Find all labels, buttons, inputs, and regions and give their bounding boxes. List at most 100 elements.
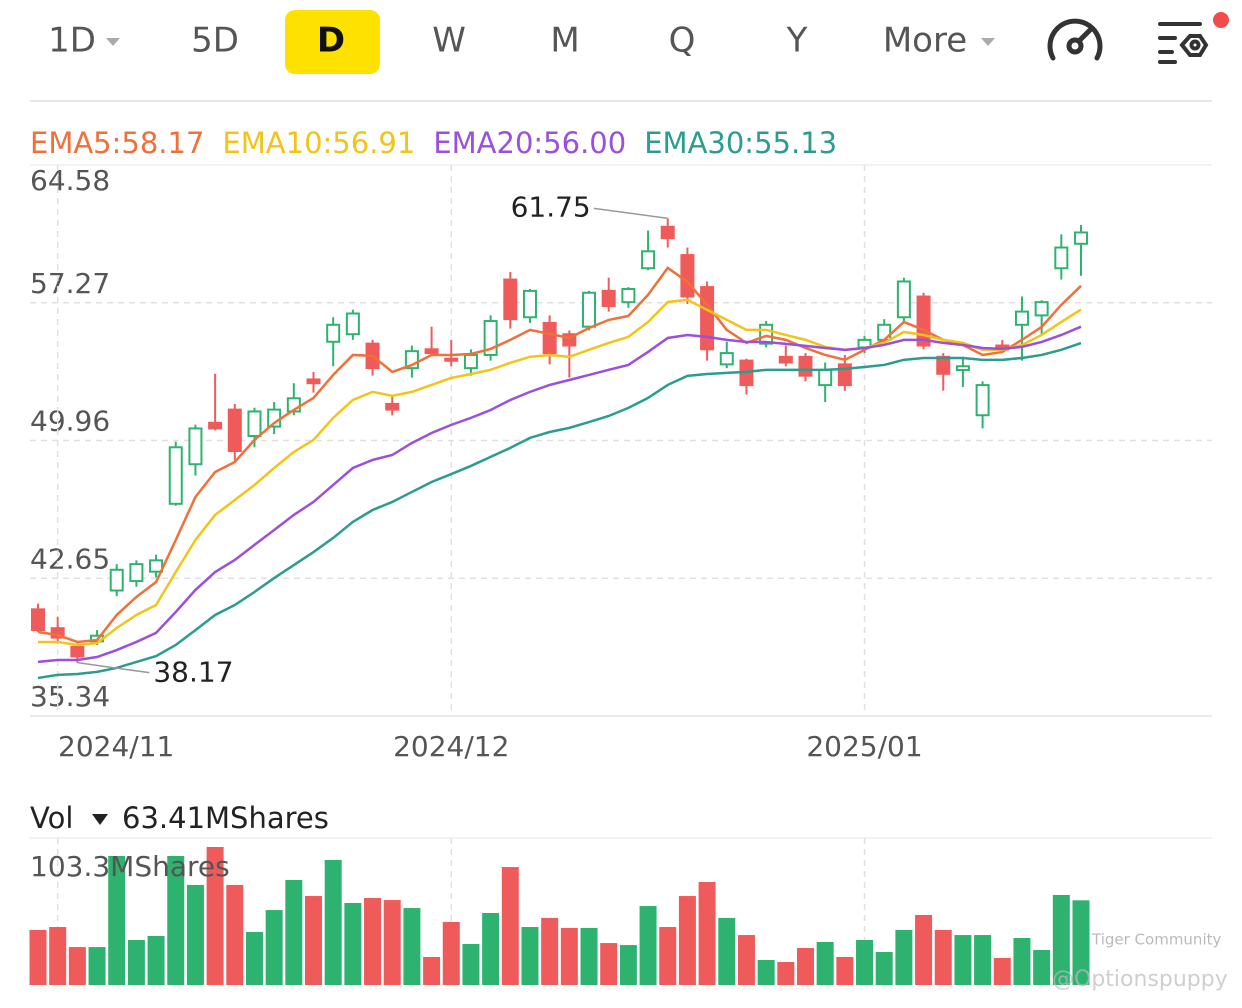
candle-body bbox=[424, 348, 439, 355]
volume-bar bbox=[777, 962, 795, 985]
volume-bar bbox=[206, 847, 224, 985]
volume-bar bbox=[934, 929, 952, 985]
volume-bar bbox=[954, 935, 972, 985]
selected-tab-bg bbox=[285, 10, 380, 74]
volume-bar bbox=[344, 902, 362, 985]
candle-body bbox=[1054, 246, 1069, 270]
volume-bar bbox=[659, 927, 677, 985]
volume-bar bbox=[29, 929, 47, 985]
candle-body bbox=[601, 289, 616, 307]
volume-bar bbox=[49, 927, 67, 985]
volume-bar bbox=[423, 956, 441, 985]
volume-bar bbox=[856, 939, 874, 985]
candle-body bbox=[975, 384, 990, 417]
volume-bar bbox=[364, 898, 382, 985]
volume-bar bbox=[285, 879, 303, 985]
legend-entry: EMA5:58.17 bbox=[30, 126, 204, 160]
dropdown-arrow[interactable] bbox=[106, 38, 120, 46]
candle-body bbox=[247, 410, 262, 437]
dropdown-arrow[interactable] bbox=[981, 38, 995, 46]
volume-bar bbox=[836, 956, 854, 985]
ema-line bbox=[37, 325, 1082, 664]
volume-bar bbox=[403, 908, 421, 985]
tab[interactable]: 1D bbox=[48, 21, 96, 61]
candle-body bbox=[562, 333, 577, 347]
volume-bar bbox=[560, 927, 578, 985]
volume-bar bbox=[580, 927, 598, 985]
volume-bar bbox=[383, 900, 401, 985]
volume-bar bbox=[600, 943, 618, 985]
volume-bar bbox=[1033, 949, 1051, 985]
indicator-icon[interactable] bbox=[1047, 18, 1103, 61]
candle-body bbox=[129, 563, 144, 583]
volume-bar bbox=[796, 947, 814, 985]
volume-tick-label: 103.3MShares bbox=[30, 850, 230, 883]
volume-bar bbox=[324, 859, 342, 985]
volume-value: 63.41MShares bbox=[122, 801, 329, 835]
candle-body bbox=[621, 287, 636, 304]
volume-bar bbox=[915, 914, 933, 985]
tab[interactable]: Y bbox=[786, 21, 808, 61]
volume-bar bbox=[147, 935, 165, 985]
candle-body bbox=[680, 254, 695, 298]
y-tick-label: 42.65 bbox=[30, 542, 110, 575]
notification-dot bbox=[1213, 12, 1229, 28]
y-tick-label: 57.27 bbox=[30, 267, 110, 300]
volume-bar bbox=[305, 896, 323, 985]
volume-bar bbox=[875, 952, 893, 985]
volume-bar bbox=[1052, 894, 1070, 985]
volume-dropdown[interactable] bbox=[92, 814, 108, 825]
candle-body bbox=[641, 250, 656, 270]
tab[interactable]: More bbox=[883, 21, 967, 61]
candle-body bbox=[522, 289, 537, 319]
volume-bar bbox=[186, 884, 204, 985]
volume-bar bbox=[1013, 937, 1031, 985]
candle-body bbox=[818, 369, 833, 387]
volume-bar bbox=[245, 931, 263, 985]
volume-bar bbox=[718, 917, 736, 985]
tab[interactable]: Q bbox=[669, 21, 696, 61]
volume-bar bbox=[619, 945, 637, 985]
min-annotation: 38.17 bbox=[153, 656, 233, 689]
annotation-leader bbox=[77, 661, 150, 674]
volume-bar bbox=[462, 943, 480, 985]
volume-bar bbox=[167, 855, 185, 985]
candle-body bbox=[463, 353, 478, 370]
candle-body bbox=[916, 295, 931, 347]
candle-body bbox=[798, 355, 813, 377]
tab[interactable]: D bbox=[317, 21, 345, 61]
candle-body bbox=[700, 286, 715, 351]
volume-bar bbox=[541, 917, 559, 985]
candle-body bbox=[70, 646, 85, 658]
watermark: Tiger Community bbox=[1091, 931, 1221, 949]
candle-body bbox=[1034, 301, 1049, 317]
candle-body bbox=[306, 378, 321, 385]
candle-body bbox=[208, 421, 223, 430]
candle-body bbox=[227, 408, 242, 453]
candle-body bbox=[719, 352, 734, 366]
volume-bar bbox=[68, 947, 86, 985]
volume-bar bbox=[737, 935, 755, 985]
candle-body bbox=[503, 278, 518, 321]
settings-icon[interactable] bbox=[1158, 22, 1209, 64]
candle-body bbox=[1014, 310, 1029, 326]
tab[interactable]: M bbox=[550, 21, 579, 61]
volume-bar bbox=[678, 896, 696, 985]
candle-body bbox=[936, 355, 951, 375]
y-tick-label: 64.58 bbox=[30, 164, 110, 197]
legend-entry: EMA30:55.13 bbox=[644, 126, 837, 160]
y-tick-label: 49.96 bbox=[30, 405, 110, 438]
candle-body bbox=[955, 365, 970, 372]
candle-body bbox=[542, 321, 557, 355]
candle-body bbox=[1074, 231, 1088, 245]
candle-body bbox=[896, 280, 911, 319]
volume-bar bbox=[698, 882, 716, 985]
tab[interactable]: 5D bbox=[191, 21, 239, 61]
tab[interactable]: W bbox=[432, 21, 466, 61]
volume-title: Vol bbox=[30, 801, 73, 835]
volume-bar bbox=[442, 921, 460, 985]
volume-bar bbox=[816, 941, 834, 985]
watermark: @Optionspuppy bbox=[1052, 967, 1228, 992]
y-tick-label: 35.34 bbox=[30, 680, 110, 713]
